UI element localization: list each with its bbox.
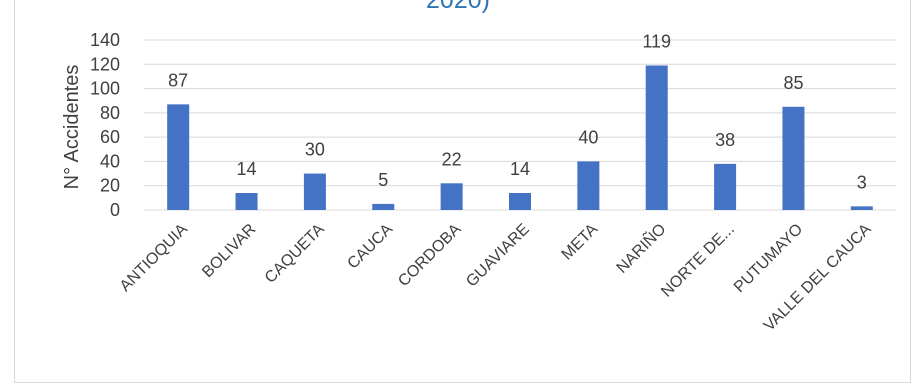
category-label: BOLIVAR	[199, 221, 259, 281]
data-label: 22	[442, 149, 462, 169]
category-label: CAQUETA	[262, 221, 328, 287]
data-label: 3	[857, 172, 867, 192]
data-label: 119	[642, 32, 671, 52]
category-label: CORDOBA	[395, 221, 464, 290]
data-label: 14	[237, 159, 257, 179]
bar	[714, 163, 737, 210]
data-label: 14	[510, 159, 530, 179]
data-label: 85	[783, 73, 803, 93]
y-tick-label: 140	[90, 30, 120, 50]
y-axis-label: N° Accidentes	[61, 65, 83, 190]
category-label: NARIÑO	[611, 219, 669, 277]
category-label: CAUCA	[344, 221, 396, 273]
bar	[782, 106, 805, 210]
bar	[850, 206, 873, 210]
category-label: META	[559, 221, 602, 264]
data-label: 5	[378, 170, 388, 190]
data-label: 30	[305, 140, 325, 160]
y-tick-label: 0	[110, 200, 120, 220]
y-tick-label: 40	[100, 151, 120, 171]
y-tick-label: 120	[90, 54, 120, 74]
chart-title: 2020)	[426, 0, 490, 14]
bar	[372, 203, 395, 210]
data-label: 40	[578, 127, 598, 147]
bar	[509, 193, 531, 210]
bar	[303, 173, 326, 210]
category-label: NORTE DE...	[658, 221, 738, 301]
y-tick-label: 60	[100, 127, 120, 147]
category-label: ANTIOQUIA	[117, 221, 191, 295]
y-axis-ticks: 0 20 40 60 80 100 120 140	[90, 30, 120, 220]
bar	[645, 65, 668, 210]
bar	[235, 193, 258, 210]
category-labels: ANTIOQUIA BOLIVAR CAQUETA CAUCA CORDOBAGUAVI…	[117, 219, 875, 335]
data-label: 38	[715, 130, 735, 150]
data-labels: 87 14 30 5 22 14 40 119 38 85 3	[168, 32, 867, 193]
y-tick-label: 20	[100, 176, 120, 196]
y-tick-label: 100	[90, 79, 120, 99]
bar	[440, 183, 463, 210]
data-label: 87	[168, 70, 188, 90]
bars	[167, 65, 873, 210]
y-tick-label: 80	[100, 103, 120, 123]
bar	[577, 161, 600, 210]
category-label: GUAVIARE	[463, 221, 533, 291]
bar	[167, 104, 190, 210]
category-label: PUTUMAYO	[731, 221, 806, 296]
